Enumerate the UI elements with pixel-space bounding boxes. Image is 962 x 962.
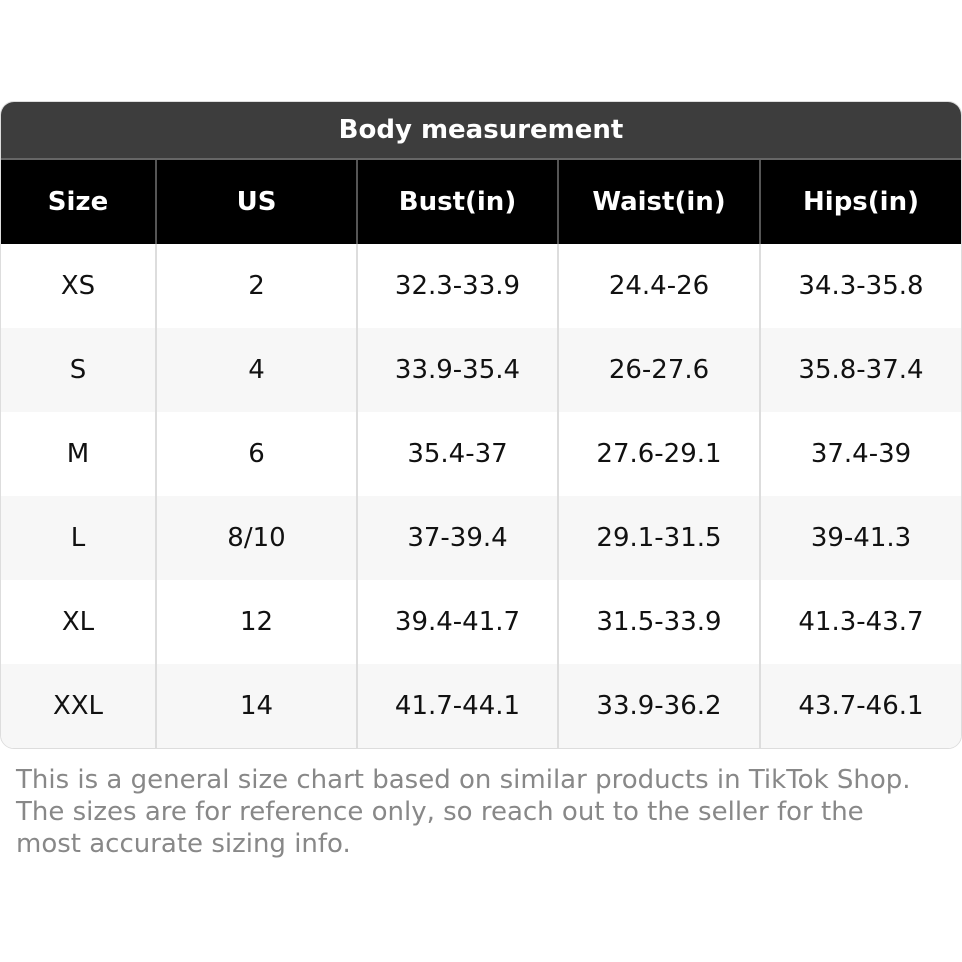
table-cell: 39.4-41.7: [357, 580, 559, 664]
size-table: Size US Bust(in) Waist(in) Hips(in) XS 2 32.3-…: [1, 160, 961, 748]
table-cell: 14: [156, 664, 358, 748]
column-header: Hips(in): [760, 160, 961, 244]
table-cell: 34.3-35.8: [760, 244, 961, 328]
header-row: Size US Bust(in) Waist(in) Hips(in): [1, 160, 961, 244]
table-cell: S: [1, 328, 157, 412]
table-row: S 4 33.9-35.4 26-27.6 35.8-37.4: [1, 328, 961, 412]
table-cell: 37.4-39: [760, 412, 961, 496]
table-cell: M: [1, 412, 157, 496]
table-cell: 26-27.6: [558, 328, 761, 412]
column-header: Bust(in): [357, 160, 559, 244]
table-cell: 33.9-35.4: [357, 328, 559, 412]
table-cell: XL: [1, 580, 157, 664]
table-cell: XXL: [1, 664, 157, 748]
table-cell: 27.6-29.1: [558, 412, 761, 496]
size-chart-card: Body measurement Size US Bust(in) Waist(in)…: [0, 101, 962, 749]
table-cell: 2: [156, 244, 358, 328]
table-cell: XS: [1, 244, 157, 328]
table-cell: 39-41.3: [760, 496, 961, 580]
table-row: M 6 35.4-37 27.6-29.1 37.4-39: [1, 412, 961, 496]
table-cell: 6: [156, 412, 358, 496]
table-cell: 43.7-46.1: [760, 664, 961, 748]
table-cell: 35.8-37.4: [760, 328, 961, 412]
table-cell: 41.7-44.1: [357, 664, 559, 748]
table-cell: 24.4-26: [558, 244, 761, 328]
table-row: XL 12 39.4-41.7 31.5-33.9 41.3-43.7: [1, 580, 961, 664]
table-cell: 4: [156, 328, 358, 412]
table-cell: 41.3-43.7: [760, 580, 961, 664]
table-title: Body measurement: [1, 102, 961, 160]
column-header: Waist(in): [558, 160, 761, 244]
table-cell: 35.4-37: [357, 412, 559, 496]
table-cell: L: [1, 496, 157, 580]
table-cell: 8/10: [156, 496, 358, 580]
table-cell: 31.5-33.9: [558, 580, 761, 664]
table-cell: 29.1-31.5: [558, 496, 761, 580]
table-row: XS 2 32.3-33.9 24.4-26 34.3-35.8: [1, 244, 961, 328]
table-cell: 12: [156, 580, 358, 664]
table-cell: 37-39.4: [357, 496, 559, 580]
table-row: L 8/10 37-39.4 29.1-31.5 39-41.3: [1, 496, 961, 580]
table-cell: 33.9-36.2: [558, 664, 761, 748]
column-header: Size: [1, 160, 157, 244]
column-header: US: [156, 160, 358, 244]
disclaimer-note: This is a general size chart based on si…: [16, 765, 911, 859]
table-cell: 32.3-33.9: [357, 244, 559, 328]
table-row: XXL 14 41.7-44.1 33.9-36.2 43.7-46.1: [1, 664, 961, 748]
